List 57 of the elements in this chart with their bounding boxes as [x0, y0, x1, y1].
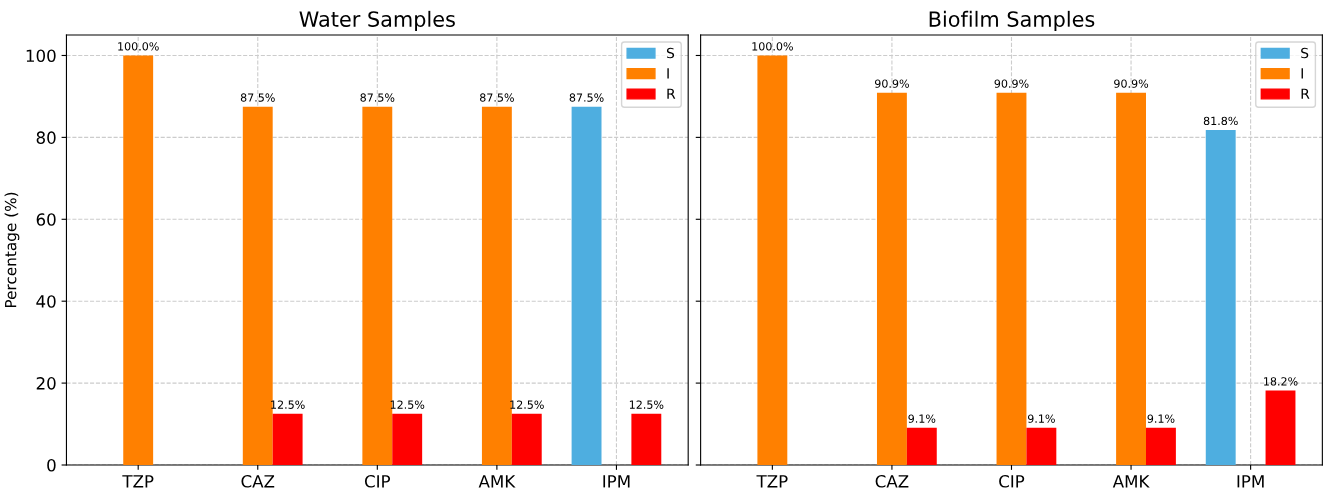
x-tick-label: AMK	[478, 475, 516, 488]
legend-label: S	[1301, 47, 1309, 59]
data-label: 87.5%	[360, 93, 395, 102]
bar	[1026, 427, 1057, 465]
data-label: 87.5%	[569, 93, 604, 102]
x-tick-label: CIP	[364, 475, 391, 488]
data-label: 81.8%	[1203, 116, 1238, 126]
legend-label: R	[667, 88, 676, 99]
bar	[757, 55, 788, 465]
x-tick-label: CAZ	[241, 475, 275, 488]
bar	[481, 106, 512, 465]
x-tick-label: TZP	[756, 475, 788, 488]
legend-label: I	[1301, 68, 1303, 79]
bar	[876, 92, 907, 465]
data-label: 90.9%	[1114, 79, 1149, 88]
x-tick-label: CIP	[999, 475, 1025, 488]
data-label: 9.1%	[1147, 414, 1175, 423]
bar	[511, 413, 542, 465]
chart-title: Biofilm Samples	[929, 10, 1095, 31]
y-tick-label: 80	[36, 131, 56, 144]
data-label: 12.5%	[629, 400, 664, 409]
bar	[272, 413, 303, 465]
legend-label: R	[1301, 88, 1310, 99]
bar	[1205, 130, 1236, 465]
x-tick-label: IPM	[603, 475, 630, 488]
data-label: 9.1%	[908, 414, 936, 423]
data-label: 87.5%	[479, 93, 514, 102]
y-axis-title: Percentage (%)	[4, 192, 20, 308]
bar	[571, 106, 602, 465]
bar	[242, 106, 273, 465]
y-tick-label: 40	[36, 295, 56, 308]
chart-title: Water Samples	[299, 10, 455, 31]
data-label: 9.1%	[1027, 414, 1055, 423]
bar	[906, 427, 937, 465]
data-label: 100.0%	[118, 42, 159, 51]
x-tick-label: IPM	[1237, 475, 1264, 488]
data-label: 90.9%	[874, 79, 909, 88]
data-label: 87.5%	[240, 93, 275, 102]
bar	[631, 413, 662, 465]
x-tick-label: TZP	[122, 475, 154, 488]
legend-label: I	[667, 68, 669, 79]
x-tick-label: AMK	[1112, 475, 1150, 488]
x-tick-label: CAZ	[875, 475, 909, 488]
data-label: 100.0%	[752, 42, 793, 51]
bar	[996, 92, 1027, 465]
bar	[392, 413, 423, 465]
y-tick-label: 0	[47, 458, 56, 472]
data-label: 18.2%	[1264, 377, 1298, 386]
legend-label: S	[666, 47, 675, 59]
bar	[1146, 427, 1176, 465]
bar	[123, 55, 154, 465]
y-tick-label: 60	[36, 213, 56, 226]
data-label: 90.9%	[994, 79, 1029, 88]
bar	[1265, 390, 1296, 465]
bar	[1116, 92, 1146, 465]
y-tick-label: 100	[26, 49, 56, 63]
y-tick-label: 20	[36, 377, 56, 390]
